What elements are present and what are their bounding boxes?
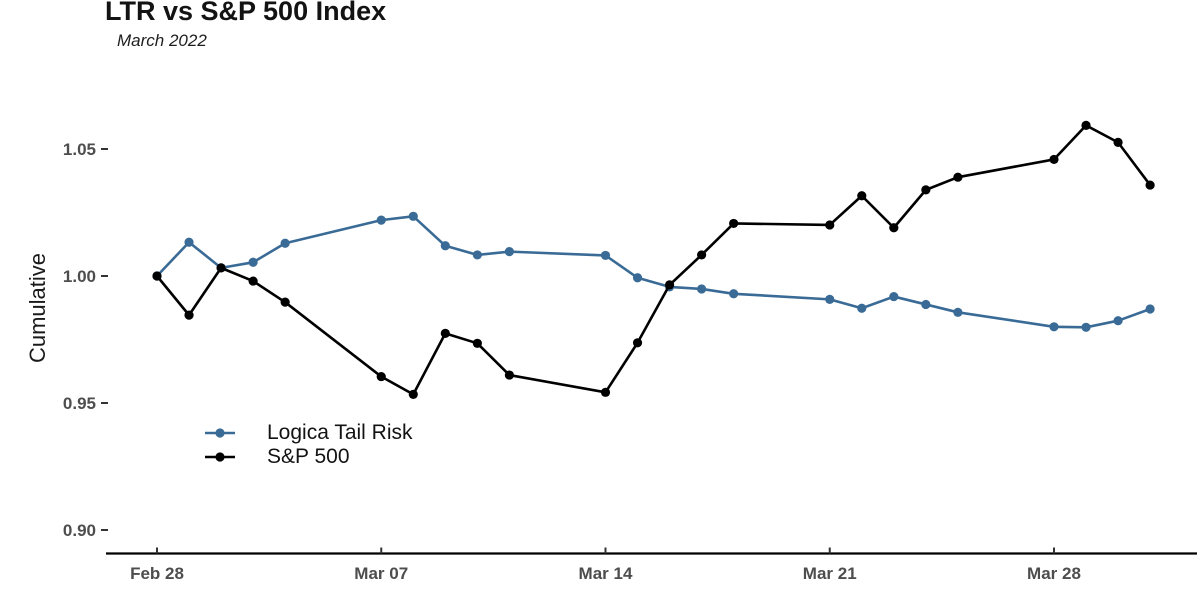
data-point [280, 297, 290, 307]
data-point [600, 250, 611, 261]
data-point [152, 271, 162, 281]
data-point [1113, 316, 1123, 326]
data-point [408, 211, 418, 221]
data-point [184, 237, 194, 247]
data-point [440, 241, 450, 251]
data-point [408, 389, 418, 399]
data-point [504, 247, 514, 257]
x-tick-label: Mar 14 [579, 564, 633, 583]
data-point [921, 299, 931, 310]
data-point [697, 284, 707, 294]
data-point [216, 263, 226, 273]
legend: Logica Tail Risk S&P 500 [205, 421, 413, 469]
legend-key-icon [205, 452, 235, 462]
data-point [184, 310, 194, 320]
data-point [472, 250, 482, 260]
y-tick-label: 1.05 [63, 140, 96, 159]
y-tick-label: 1.00 [63, 267, 96, 286]
data-point [729, 289, 739, 299]
y-tick-label: 0.90 [63, 521, 96, 540]
data-point [953, 172, 963, 182]
legend-item: S&P 500 [205, 445, 413, 469]
data-point [632, 338, 643, 348]
data-point [632, 273, 643, 283]
data-point [921, 185, 931, 195]
x-tick-label: Mar 28 [1027, 564, 1081, 583]
series-logica-tail-risk [152, 211, 1155, 332]
data-point [953, 307, 963, 317]
data-point [280, 238, 290, 248]
data-point [889, 291, 899, 302]
series-line [155, 215, 1152, 329]
chart-title: LTR vs S&P 500 Index [105, 0, 387, 26]
legend-item: Logica Tail Risk [205, 421, 413, 445]
legend-label: S&P 500 [267, 445, 350, 468]
data-point [1049, 322, 1059, 332]
data-point [1081, 120, 1091, 130]
data-point [1145, 180, 1155, 190]
x-tick-label: Feb 28 [130, 564, 184, 583]
data-point [472, 338, 482, 348]
legend-label: Logica Tail Risk [267, 421, 413, 444]
data-point [889, 223, 899, 233]
data-point [1081, 322, 1091, 332]
chart-subtitle: March 2022 [117, 31, 207, 50]
data-point [729, 218, 739, 229]
y-tick-label: 0.95 [63, 394, 96, 413]
data-point [376, 371, 386, 382]
data-point [697, 250, 707, 260]
x-tick-label: Mar 07 [354, 564, 408, 583]
data-point [504, 370, 514, 380]
data-point [1145, 304, 1155, 314]
series-line [155, 124, 1152, 396]
data-point [664, 280, 675, 290]
data-point [376, 215, 386, 225]
data-point [825, 294, 835, 304]
data-point [857, 191, 867, 201]
x-tick-label: Mar 21 [803, 564, 857, 583]
data-point [248, 257, 258, 267]
data-point [248, 276, 258, 286]
legend-key-icon [205, 428, 235, 438]
data-point [1049, 154, 1059, 165]
data-point [1113, 137, 1123, 147]
series-s-p-500 [152, 120, 1155, 399]
data-point [600, 387, 611, 397]
data-point [857, 303, 867, 313]
data-point [440, 328, 450, 339]
data-point [825, 220, 835, 230]
